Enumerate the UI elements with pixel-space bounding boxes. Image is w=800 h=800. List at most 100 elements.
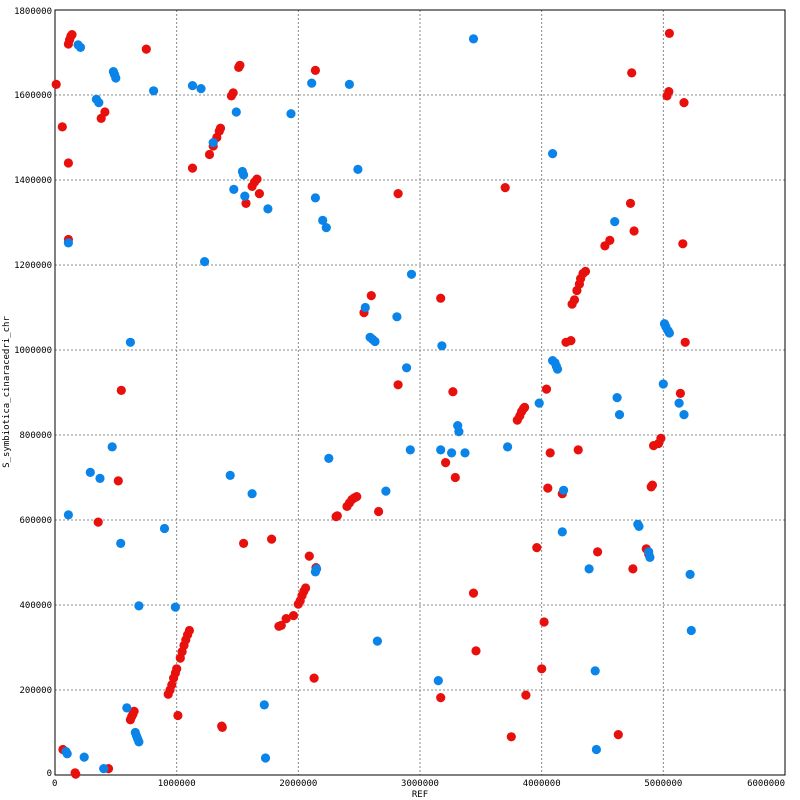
scatter-point	[85, 467, 95, 477]
scatter-point	[686, 625, 696, 636]
scatter-point	[628, 564, 638, 574]
y-tick-label: 600000	[19, 516, 52, 526]
scatter-point	[254, 189, 264, 199]
scatter-point	[580, 266, 591, 276]
scatter-point	[307, 78, 317, 88]
scatter-point	[312, 564, 322, 574]
scatter-point	[605, 235, 615, 245]
scatter-point	[503, 442, 513, 452]
scatter-point	[664, 328, 675, 338]
scatter-point	[374, 506, 384, 517]
scatter-point	[658, 379, 668, 389]
scatter-point	[111, 73, 121, 83]
scatter-point	[304, 551, 314, 561]
scatter-point	[247, 489, 257, 499]
scatter-point	[534, 398, 544, 408]
scatter-point	[116, 538, 126, 549]
scatter-point	[436, 693, 446, 703]
scatter-point	[235, 60, 245, 70]
scatter-point	[664, 28, 675, 38]
data-points	[51, 28, 696, 779]
scatter-point	[63, 238, 73, 248]
scatter-point	[286, 109, 296, 119]
scatter-point	[402, 363, 412, 373]
scatter-point	[134, 601, 144, 611]
scatter-point	[471, 646, 481, 656]
scatter-point	[172, 664, 182, 674]
scatter-point	[122, 703, 132, 713]
scatter-point	[634, 521, 644, 532]
scatter-point	[406, 269, 417, 279]
scatter-point	[276, 620, 286, 631]
scatter-point	[301, 583, 311, 593]
x-tick-label: 6000000	[747, 779, 785, 789]
y-tick-label: 1000000	[14, 346, 52, 356]
scatter-point	[656, 433, 666, 443]
scatter-point	[57, 122, 67, 132]
scatter-point	[685, 569, 695, 580]
scatter-point	[448, 387, 458, 397]
scatter-point	[159, 523, 170, 534]
scatter-point	[107, 442, 117, 452]
scatter-point	[506, 732, 516, 742]
y-tick-label: 1200000	[14, 261, 52, 271]
scatter-point	[366, 291, 376, 301]
scatter-point	[675, 388, 686, 398]
scatter-point	[353, 164, 363, 174]
series-red	[51, 28, 690, 779]
scatter-point	[612, 393, 622, 403]
x-tick-label: 4000000	[523, 779, 561, 789]
x-axis-label: REF	[412, 790, 428, 800]
scatter-point	[360, 302, 370, 313]
scatter-point	[51, 79, 61, 89]
scatter-point	[393, 189, 403, 199]
scatter-point	[116, 385, 126, 395]
scatter-point	[240, 191, 250, 201]
scatter-point	[113, 476, 123, 486]
scatter-point	[281, 614, 291, 624]
scatter-point	[187, 81, 198, 91]
scatter-point	[217, 722, 227, 733]
scatter-point	[149, 86, 159, 96]
scatter-point	[63, 510, 73, 520]
y-tick-label: 400000	[19, 601, 52, 611]
scatter-point	[610, 217, 620, 227]
scatter-point	[468, 34, 479, 44]
scatter-point	[310, 193, 320, 203]
scatter-point	[324, 453, 334, 463]
scatter-point	[437, 341, 447, 351]
scatter-point	[545, 448, 555, 458]
grid	[55, 10, 785, 775]
scatter-point	[260, 753, 271, 763]
scatter-point	[370, 336, 380, 347]
scatter-point	[537, 664, 547, 674]
x-tick-label: 3000000	[401, 779, 439, 789]
y-axis-label: S_symbiotica_cinaracedri_chr	[2, 316, 12, 468]
y-tick-label: 1600000	[14, 91, 52, 101]
scatter-point	[433, 676, 443, 686]
scatter-point	[539, 617, 549, 627]
series-blue	[61, 34, 696, 774]
scatter-point	[310, 65, 320, 75]
scatter-point	[231, 107, 241, 117]
scatter-point	[215, 123, 226, 133]
y-tick-label: 800000	[19, 431, 52, 441]
scatter-point	[228, 88, 238, 98]
x-tick-label: 1000000	[158, 779, 196, 789]
scatter-point	[93, 517, 103, 527]
scatter-point	[239, 538, 249, 549]
x-tick-label: 5000000	[644, 779, 682, 789]
scatter-point	[566, 336, 576, 346]
scatter-point	[541, 384, 552, 394]
scatter-point	[196, 84, 206, 94]
scatter-point	[170, 602, 180, 612]
scatter-point	[79, 752, 89, 762]
scatter-point	[548, 149, 558, 159]
tick-labels: 0 1000000 2000000 3000000 4000000 5000000 6000…	[14, 7, 785, 789]
scatter-point	[436, 293, 446, 303]
scatter-point	[62, 749, 72, 759]
scatter-point	[613, 730, 623, 740]
scatter-point	[627, 68, 637, 78]
y-tick-label: 0	[47, 769, 52, 779]
scatter-point	[239, 170, 249, 180]
